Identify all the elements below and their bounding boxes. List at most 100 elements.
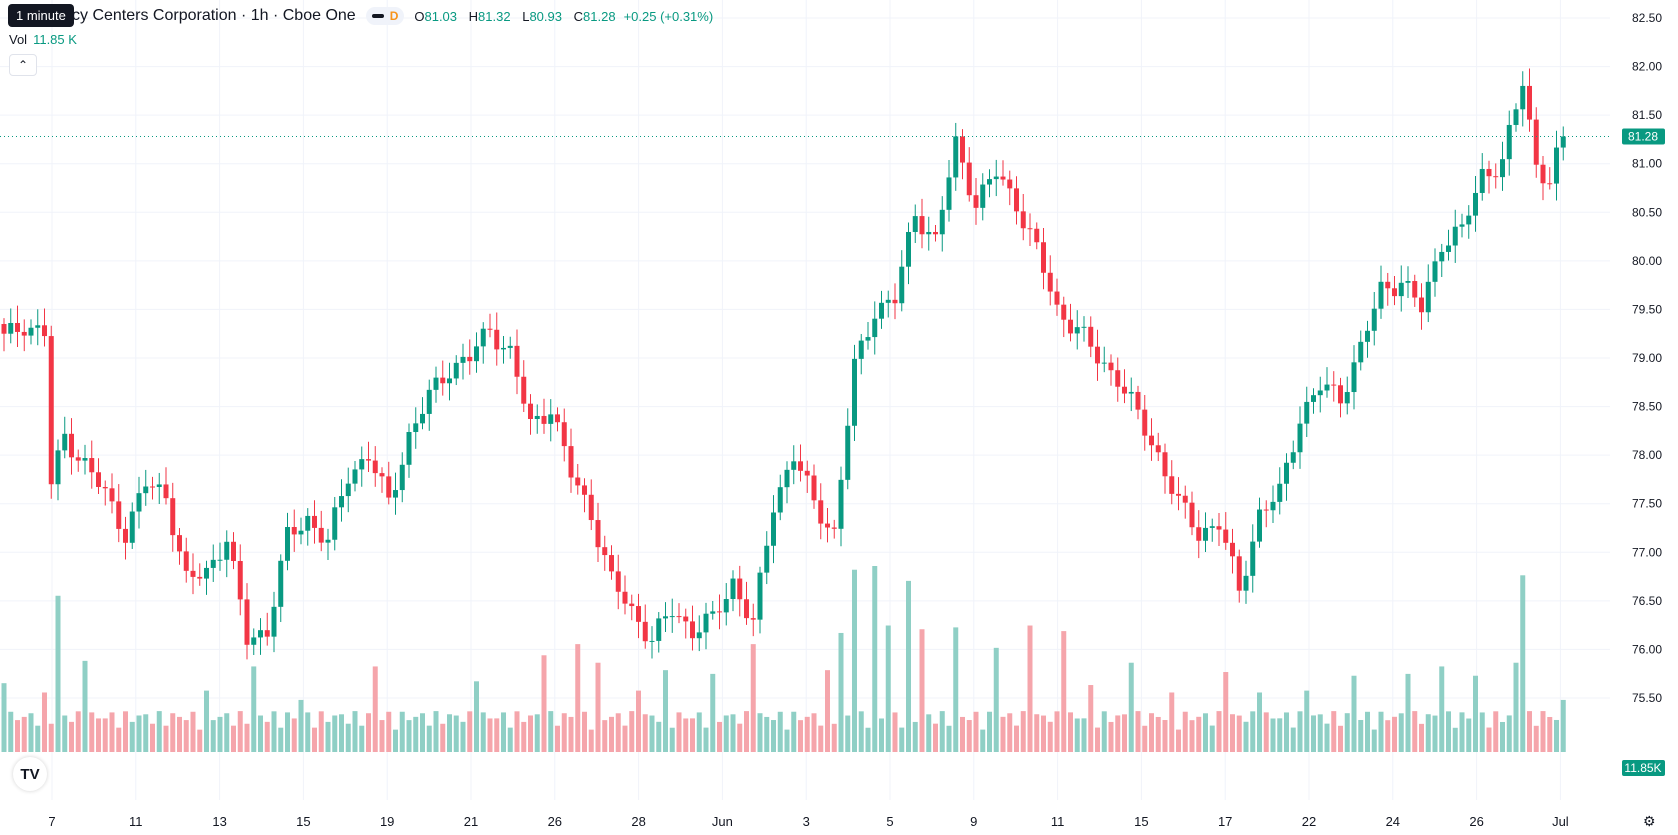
volume-bar	[1142, 725, 1148, 752]
candle-body	[1108, 362, 1114, 371]
candle-body	[1560, 136, 1566, 148]
candle-body	[1554, 147, 1559, 184]
volume-bar	[514, 711, 520, 752]
candle-body	[791, 461, 797, 470]
candle-body	[798, 461, 803, 471]
volume-bar	[1466, 718, 1472, 752]
candle-body	[474, 346, 479, 362]
data-interval-badge[interactable]: D	[389, 9, 399, 23]
candle-body	[453, 362, 459, 379]
eye-toggle-icon[interactable]	[371, 14, 384, 18]
candle-body	[460, 356, 466, 363]
chevron-up-icon: ⌃	[17, 58, 29, 72]
candle-body	[1054, 291, 1060, 305]
candle-body	[845, 425, 851, 480]
candle-body	[156, 484, 162, 487]
candle-body	[1405, 281, 1411, 283]
candle-body	[183, 551, 189, 571]
candle-body	[1, 324, 7, 334]
volume-bar	[224, 713, 230, 752]
candle-body	[548, 414, 554, 424]
volume-bar	[447, 714, 452, 752]
volume-bar	[663, 670, 668, 752]
volume-bar	[1203, 713, 1208, 752]
volume-bar	[116, 727, 122, 752]
tradingview-logo-icon[interactable]: TV	[13, 757, 47, 791]
volume-bar	[966, 720, 972, 752]
volume-bar	[1304, 690, 1310, 752]
volume-bar	[1398, 713, 1404, 752]
volume-bar	[656, 721, 662, 752]
volume-bar	[197, 729, 203, 752]
volume-bar	[305, 712, 311, 752]
volume-bar	[163, 725, 169, 752]
candle-body	[352, 469, 358, 484]
candle-body	[946, 177, 952, 210]
candle-body	[582, 485, 587, 495]
volume-bar	[467, 711, 473, 752]
symbol-title[interactable]: cy Centers Corporation · 1h · Cboe One	[72, 7, 356, 24]
visibility-pill[interactable]: D	[365, 7, 405, 25]
candle-body	[723, 599, 729, 613]
time-axis[interactable]: 7 11 13 15 19 21 26 28 Jun 3 5 9 11 15 17 22 24 26 Jul	[48, 814, 1568, 829]
candle-body	[55, 450, 61, 485]
time-tick-label: 5	[886, 814, 893, 829]
gear-icon[interactable]: ⚙	[1643, 813, 1656, 829]
candle-body	[622, 591, 628, 604]
candle-body	[1135, 391, 1141, 410]
candlestick-series	[1, 68, 1566, 660]
volume-bar	[575, 644, 581, 752]
volume-bar	[15, 720, 20, 752]
volume-bar	[1054, 711, 1060, 752]
candle-body	[42, 325, 47, 337]
candle-body	[1317, 390, 1323, 396]
volume-bar	[82, 660, 88, 752]
volume-bar	[507, 727, 513, 752]
volume-bar	[831, 723, 837, 752]
volume-bar	[939, 711, 945, 752]
volume-bar	[1223, 672, 1229, 752]
volume-bar	[737, 723, 743, 752]
close-label: C	[573, 8, 584, 24]
price-axis[interactable]: 82.50 82.00 81.50 81.00 80.50 80.00 79.50 79.00…	[1632, 11, 1662, 705]
volume-bar	[1513, 662, 1519, 752]
volume-bar	[278, 727, 284, 752]
candle-body	[879, 302, 884, 319]
volume-bar	[433, 711, 439, 752]
time-tick-label: Jun	[712, 814, 733, 829]
collapse-legend-button[interactable]: ⌃	[9, 54, 37, 76]
volume-bar	[730, 714, 736, 752]
volume-bar	[1169, 692, 1175, 752]
candle-body	[710, 611, 716, 614]
volume-bar	[912, 721, 918, 752]
candle-body	[8, 322, 14, 334]
candle-body	[1493, 176, 1499, 178]
candle-body	[1452, 226, 1458, 246]
time-tick-label: Jul	[1552, 814, 1569, 829]
candle-body	[1014, 188, 1019, 212]
volume-bar	[271, 711, 277, 752]
time-tick-label: 22	[1302, 814, 1316, 829]
volume-bar	[825, 670, 830, 752]
price-tick-label: 80.50	[1632, 205, 1662, 219]
volume-bar	[1385, 720, 1391, 752]
volume-bar	[723, 715, 729, 752]
candle-body	[1115, 370, 1121, 387]
volume-bar	[1, 683, 7, 752]
candle-body	[872, 318, 878, 338]
candle-body	[1547, 183, 1553, 185]
symbol-legend: cy Centers Corporation · 1h · Cboe One D…	[10, 7, 713, 25]
candle-body	[555, 414, 560, 423]
time-tick-label: 19	[380, 814, 394, 829]
volume-bar	[1068, 712, 1073, 752]
volume-bar	[217, 716, 223, 752]
candle-body	[1419, 297, 1424, 313]
candle-body	[1486, 168, 1492, 177]
volume-bar	[89, 712, 95, 752]
volume-bar	[244, 723, 250, 752]
volume-bar	[177, 716, 182, 752]
candle-body	[1061, 304, 1067, 320]
candle-body	[305, 515, 311, 531]
close-value: 81.28	[583, 8, 616, 24]
